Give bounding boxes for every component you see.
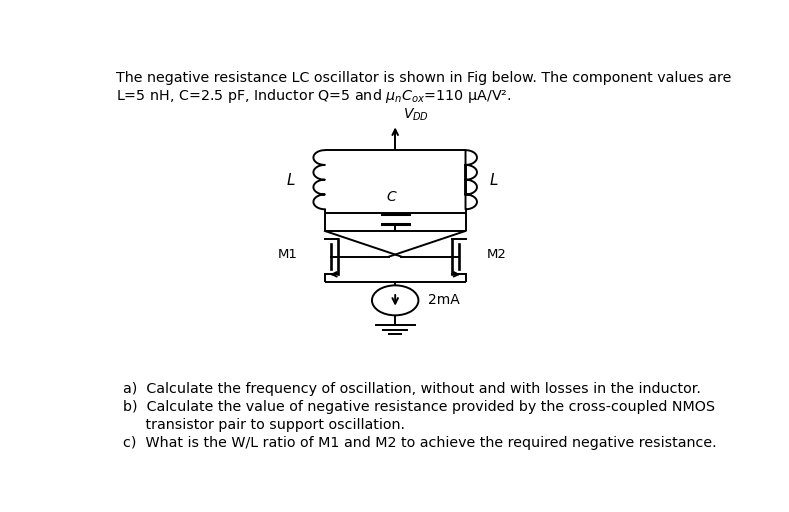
Text: L=5 nH, C=2.5 pF, Inductor Q=5 and $\mu_n C_{ox}$=110 μA/V².: L=5 nH, C=2.5 pF, Inductor Q=5 and $\mu_…	[116, 87, 511, 105]
Text: The negative resistance LC oscillator is shown in Fig below. The component value: The negative resistance LC oscillator is…	[116, 71, 731, 86]
Text: $L$: $L$	[488, 172, 499, 188]
Text: b)  Calculate the value of negative resistance provided by the cross-coupled NMO: b) Calculate the value of negative resis…	[123, 400, 715, 415]
Text: 2mA: 2mA	[428, 293, 459, 307]
Text: transistor pair to support oscillation.: transistor pair to support oscillation.	[123, 418, 405, 432]
Text: c)  What is the W/L ratio of M1 and M2 to achieve the required negative resistan: c) What is the W/L ratio of M1 and M2 to…	[123, 436, 716, 450]
Text: $L$: $L$	[286, 172, 296, 188]
Text: a)  Calculate the frequency of oscillation, without and with losses in the induc: a) Calculate the frequency of oscillatio…	[123, 381, 701, 396]
Text: M2: M2	[487, 248, 507, 261]
Text: $V_{DD}$: $V_{DD}$	[402, 107, 428, 123]
Text: M1: M1	[278, 248, 297, 261]
Text: $C$: $C$	[387, 190, 398, 204]
